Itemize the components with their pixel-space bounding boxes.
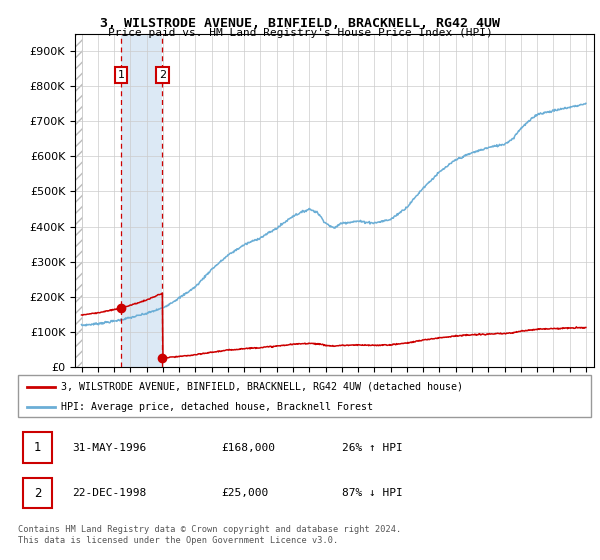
Bar [75,34,82,367]
FancyBboxPatch shape [23,432,52,463]
Bar [121,34,163,367]
Text: 2: 2 [159,70,166,80]
FancyBboxPatch shape [18,375,591,417]
Text: 3, WILSTRODE AVENUE, BINFIELD, BRACKNELL, RG42 4UW (detached house): 3, WILSTRODE AVENUE, BINFIELD, BRACKNELL… [61,381,463,391]
Text: Price paid vs. HM Land Registry's House Price Index (HPI): Price paid vs. HM Land Registry's House … [107,28,493,38]
Text: 87% ↓ HPI: 87% ↓ HPI [342,488,403,498]
Text: 31-MAY-1996: 31-MAY-1996 [73,442,146,452]
Text: 22-DEC-1998: 22-DEC-1998 [73,488,146,498]
Text: 1: 1 [118,70,124,80]
Text: £168,000: £168,000 [221,442,275,452]
Text: 26% ↑ HPI: 26% ↑ HPI [342,442,403,452]
Text: 2: 2 [34,487,41,500]
FancyBboxPatch shape [23,478,52,508]
Text: Contains HM Land Registry data © Crown copyright and database right 2024.
This d: Contains HM Land Registry data © Crown c… [18,525,401,545]
Text: HPI: Average price, detached house, Bracknell Forest: HPI: Average price, detached house, Brac… [61,402,373,412]
Text: £25,000: £25,000 [221,488,269,498]
Text: 3, WILSTRODE AVENUE, BINFIELD, BRACKNELL, RG42 4UW: 3, WILSTRODE AVENUE, BINFIELD, BRACKNELL… [100,17,500,30]
Text: 1: 1 [34,441,41,454]
